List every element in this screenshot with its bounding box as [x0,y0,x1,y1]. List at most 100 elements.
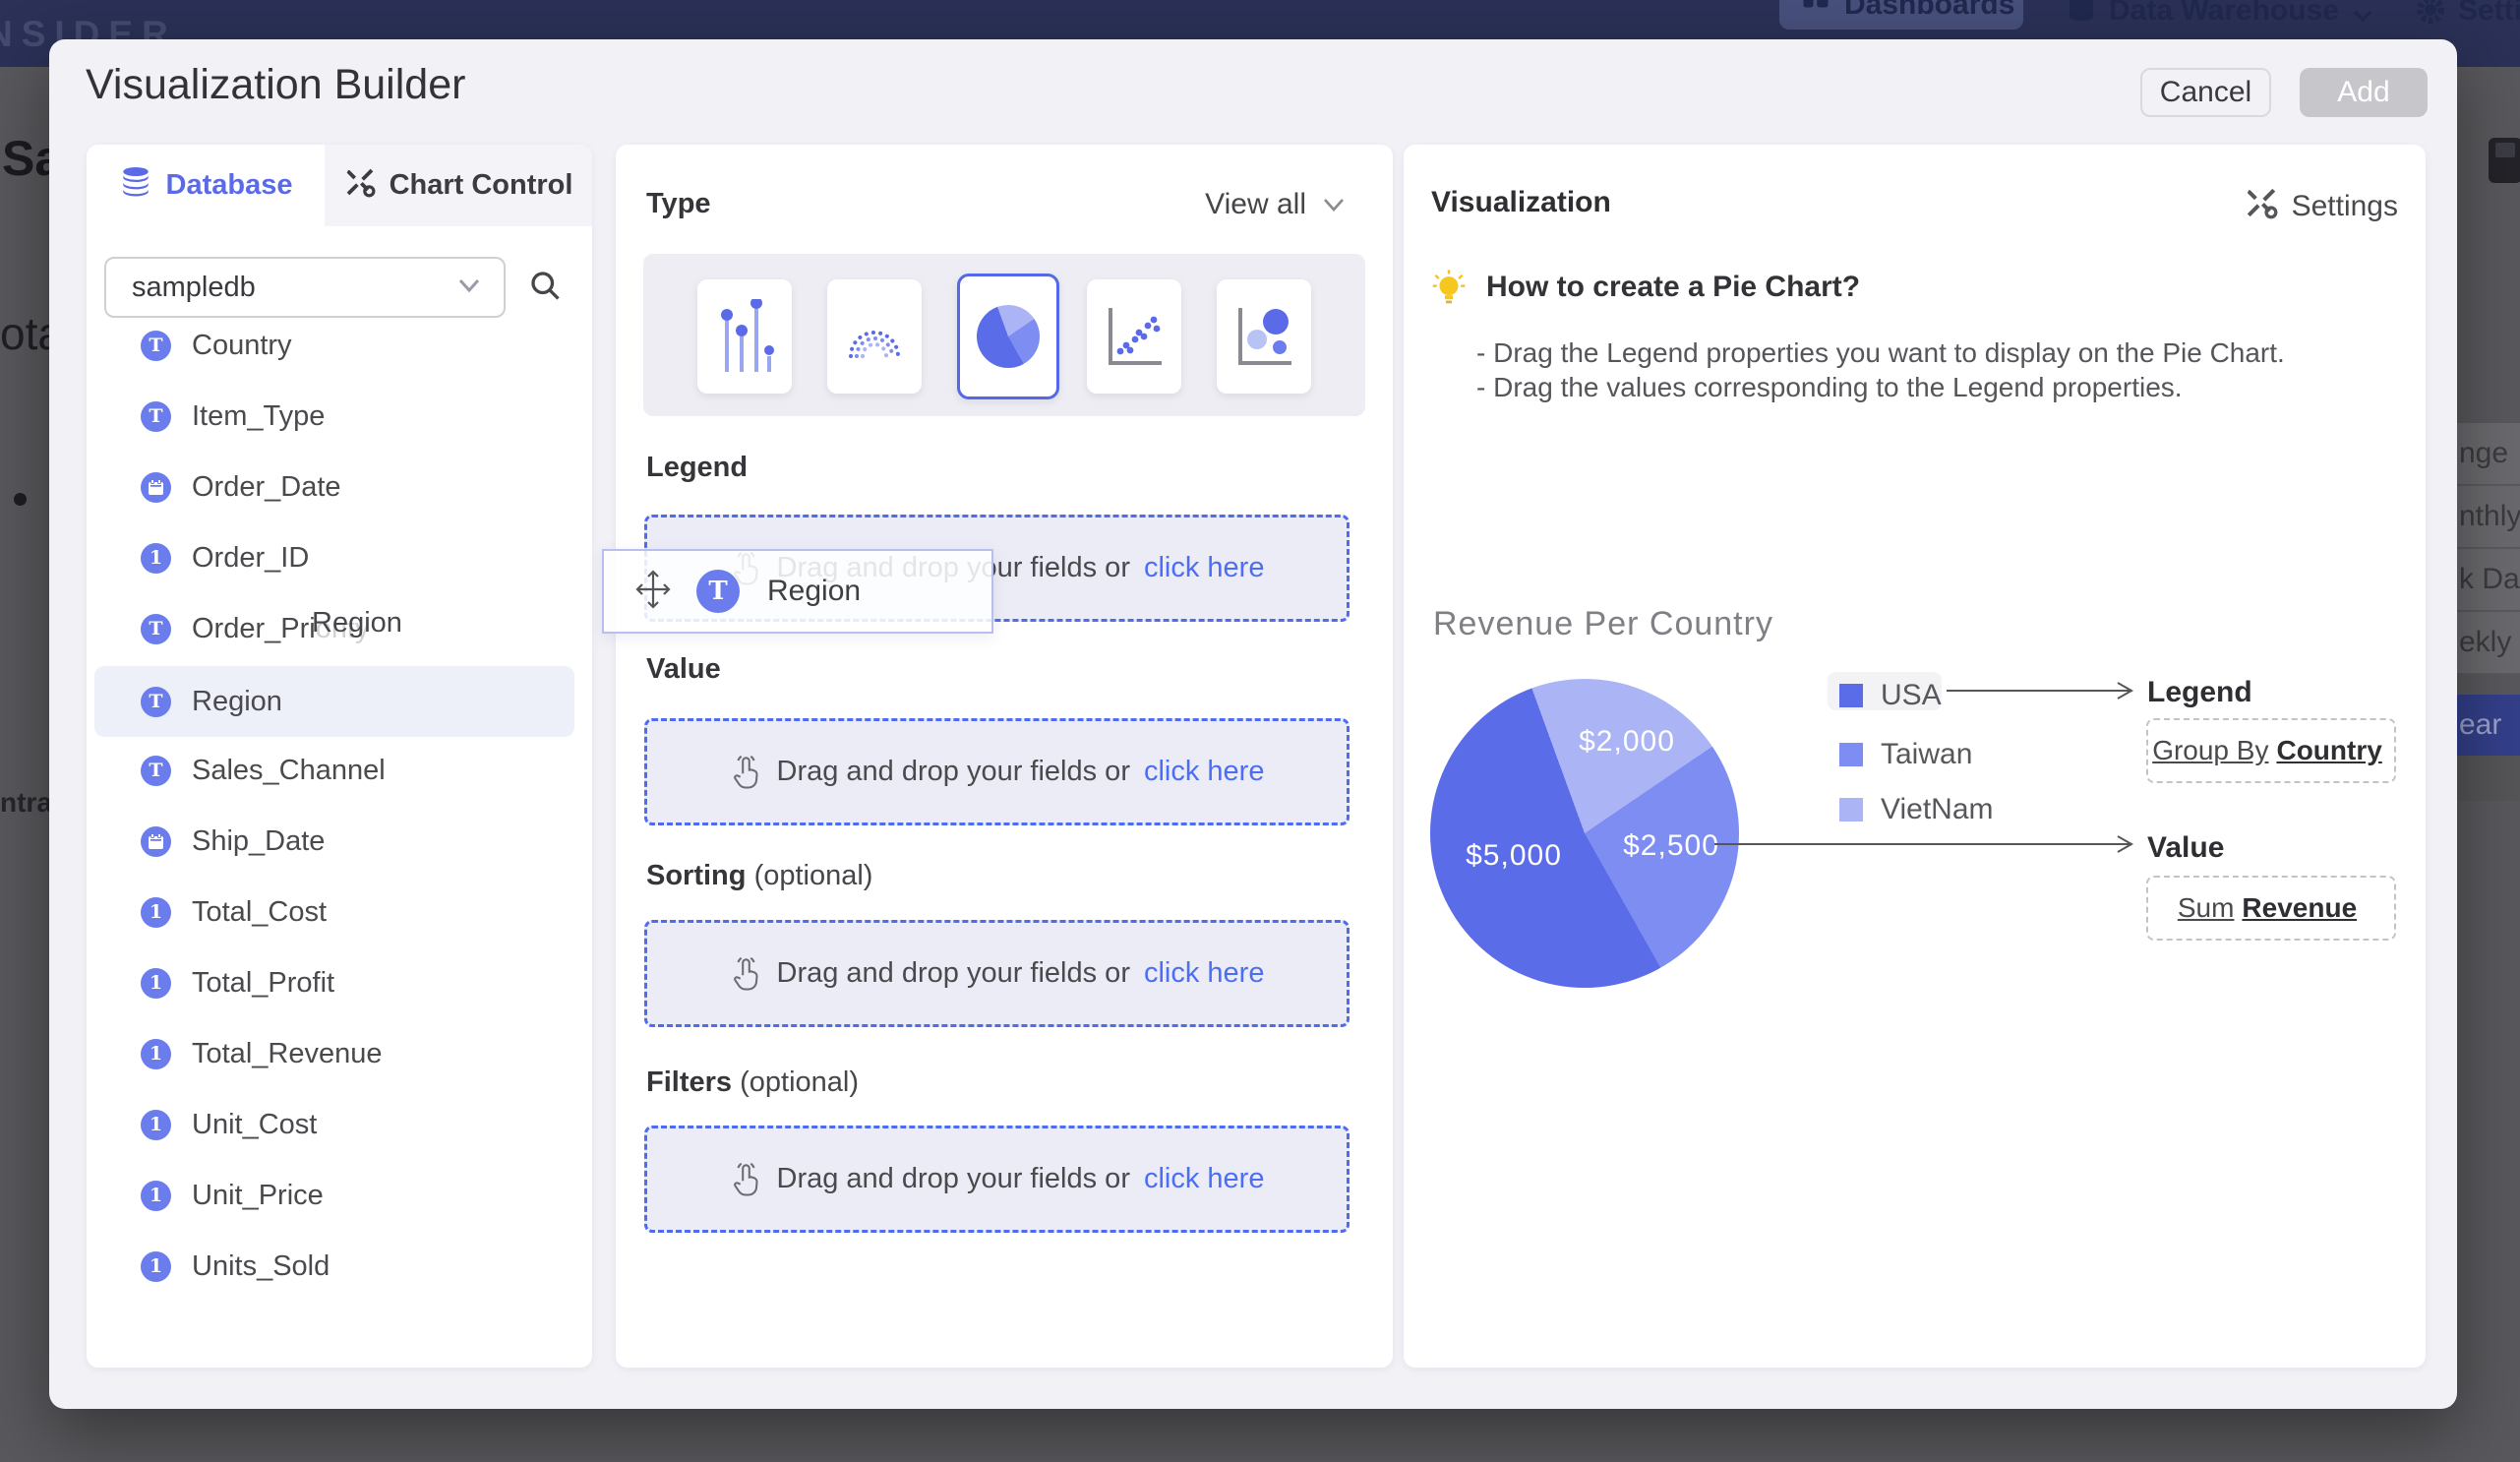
menu-item[interactable]: k Date [2457,549,2520,612]
sum-value: Revenue [2242,892,2358,923]
value-annotation-title: Value [2147,831,2225,864]
menu-tail [2457,756,2520,801]
field-item[interactable]: 1 Total_Revenue [87,1018,592,1089]
database-icon [119,165,152,207]
builder-panel: Type View all [616,145,1393,1368]
tab-database-label: Database [165,169,293,201]
dashboards-label: Dashboards [1844,0,2015,21]
database-select[interactable]: sampledb [104,257,506,318]
field-item[interactable]: T Item_Type [87,381,592,452]
field-item[interactable]: 1 Unit_Price [87,1160,592,1231]
field-item[interactable]: 1 Order_ID [87,522,592,593]
text-type-icon: T [141,400,171,432]
menu-item[interactable]: nge [2457,423,2520,486]
legend-annotation-title: Legend [2147,676,2252,708]
text-type-icon: T [141,755,171,786]
legend-item[interactable]: USA [1839,679,1942,712]
view-all-button[interactable]: View all [1205,188,1348,221]
bubble-chart-icon [1238,308,1291,365]
field-item[interactable]: 1 Total_Cost [87,877,592,947]
arc-chart-icon [849,331,900,358]
save-icon[interactable] [2489,138,2520,183]
value-dropzone[interactable]: Drag and drop your fields or click here [644,718,1350,825]
database-panel: Database Chart Control sampledb [87,145,592,1368]
pie-chart[interactable] [1430,679,1739,988]
data-warehouse-label: Data Warehouse [2109,0,2339,27]
field-item[interactable]: 1 Unit_Cost [87,1089,592,1160]
lollipop-chart-icon [721,299,774,372]
scatter-chart-icon [1109,308,1162,365]
field-item[interactable]: Ship_Date [87,806,592,877]
dropzone-click-here-link[interactable]: click here [1143,552,1265,583]
tools-icon [2245,186,2278,227]
dragged-field-chip[interactable]: T Region [602,549,993,634]
menu-item-selected[interactable]: ear [2457,695,2520,756]
visualization-title: Visualization [1431,186,1611,218]
value-annotation-box[interactable]: Sum Revenue [2146,876,2396,941]
field-item[interactable]: T Country [87,310,592,381]
menu-item[interactable]: ekly [2457,612,2520,675]
number-type-icon: 1 [141,1109,171,1140]
chart-type-arc[interactable] [827,279,922,394]
field-item[interactable]: 1 Units_Sold [87,1231,592,1302]
lightbulb-icon [1431,269,1467,311]
background-dropdown-menu: nge nthly k Date ekly ear [2457,423,2520,801]
database-icon [2066,0,2097,33]
chevron-down-icon [1324,199,1344,212]
add-button[interactable]: Add [2300,68,2428,117]
menu-item[interactable]: nthly [2457,486,2520,549]
cancel-button[interactable]: Cancel [2140,68,2271,117]
tap-hand-icon [733,956,758,990]
sorting-dropzone[interactable]: Drag and drop your fields or click here [644,920,1350,1027]
number-type-icon: 1 [141,896,171,928]
field-item-selected[interactable]: T Region [94,666,574,737]
howto-title: How to create a Pie Chart? [1486,271,1861,303]
text-type-icon: T [141,613,171,644]
view-all-label: View all [1205,188,1306,220]
chart-type-lollipop[interactable] [697,279,792,394]
field-item[interactable]: Order_Date [87,452,592,522]
date-type-icon [141,825,171,857]
tab-chart-control[interactable]: Chart Control [325,145,592,226]
nav-data-warehouse[interactable]: Data Warehouse [2066,0,2420,33]
dropzone-text: Drag and drop your fields or [776,1163,1130,1194]
legend-label: Taiwan [1881,738,1973,770]
legend-swatch [1839,798,1863,822]
field-item[interactable]: T Order_Priority [87,593,592,664]
howto-line: - Drag the values corresponding to the L… [1476,372,2183,402]
chart-type-scatter[interactable] [1087,279,1181,394]
filters-dropzone[interactable]: Drag and drop your fields or click here [644,1126,1350,1233]
legend-label: USA [1881,679,1942,711]
sorting-section-label: Sorting (optional) [646,860,873,891]
chevron-down-icon [2351,0,2374,33]
dropzone-click-here-link[interactable]: click here [1143,1163,1265,1194]
legend-section-label: Legend [646,452,749,483]
search-icon[interactable] [527,268,563,308]
legend-annotation-box[interactable]: Group By Country [2146,718,2396,783]
text-type-icon: T [141,686,171,717]
dropzone-text: Drag and drop your fields or [776,756,1130,787]
dropzone-click-here-link[interactable]: click here [1143,957,1265,989]
chart-type-bubble[interactable] [1217,279,1311,394]
modal-title: Visualization Builder [86,61,466,108]
database-select-value: sampledb [132,271,256,303]
dropzone-click-here-link[interactable]: click here [1143,756,1265,787]
tab-chart-control-label: Chart Control [389,169,573,201]
drag-chip-label: Region [767,575,862,607]
field-item[interactable]: T Sales_Channel [87,735,592,806]
chart-type-pie-selected[interactable] [957,274,1059,399]
gear-icon [2415,0,2446,33]
field-item[interactable]: 1 Total_Profit [87,947,592,1018]
nav-dashboards[interactable]: Dashboards [1779,0,2023,30]
left-panel-tabs: Database Chart Control [87,145,592,226]
pie-chart-icon [977,305,1040,368]
legend-item[interactable]: Taiwan [1839,738,1972,771]
settings-button-label: Settings [2291,190,2398,222]
number-type-icon: 1 [141,542,171,574]
settings-button[interactable]: Settings [2245,186,2398,227]
value-section-label: Value [646,653,721,685]
pie-slice-label: $5,000 [1466,839,1562,872]
tab-database[interactable]: Database [87,145,325,226]
legend-item[interactable]: VietNam [1839,793,1994,826]
nav-settings[interactable]: Settings [2415,0,2520,33]
